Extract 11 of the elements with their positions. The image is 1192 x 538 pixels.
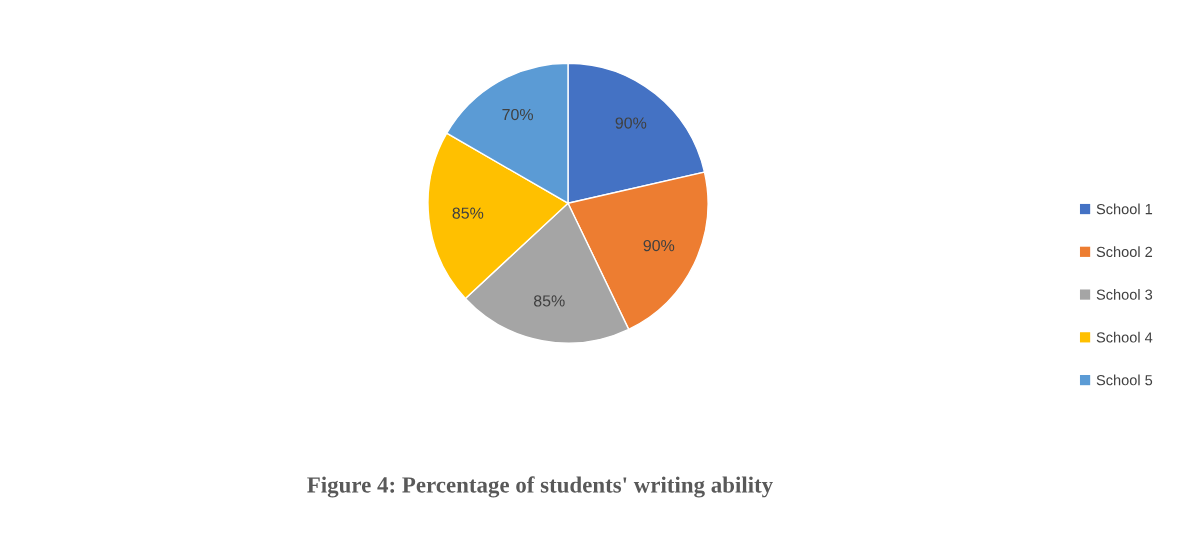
data-label: 70% bbox=[502, 108, 534, 121]
legend-label: School 2 bbox=[1096, 246, 1153, 258]
data-label: 90% bbox=[615, 117, 647, 129]
legend-label: School 5 bbox=[1096, 374, 1153, 386]
legend-label: School 1 bbox=[1096, 203, 1153, 215]
data-label: 90% bbox=[643, 239, 675, 252]
legend-label: School 4 bbox=[1096, 331, 1153, 343]
legend-label: School 3 bbox=[1096, 289, 1153, 300]
text: Figure 4: Percentage of students' writing ability bbox=[307, 476, 773, 498]
data-label: 85% bbox=[452, 207, 484, 219]
data-label: 85% bbox=[533, 295, 565, 307]
